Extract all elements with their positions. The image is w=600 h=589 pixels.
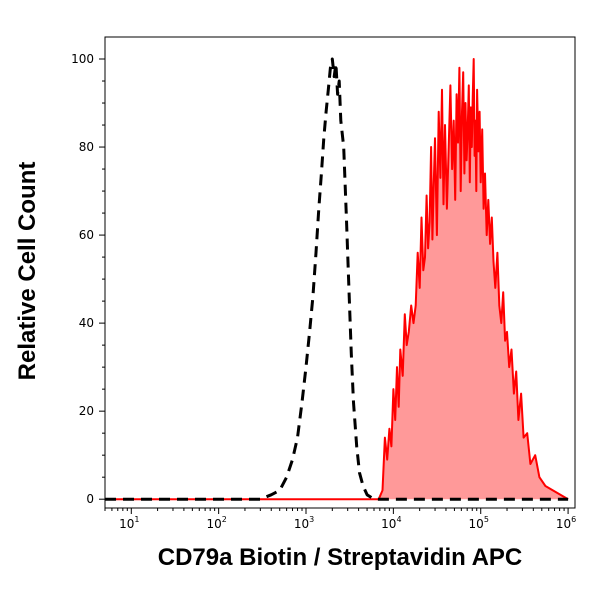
x-tick-label: 105 bbox=[469, 515, 489, 531]
plot-frame bbox=[104, 36, 576, 509]
y-tick-label: 40 bbox=[79, 316, 94, 330]
x-axis-label: CD79a Biotin / Streptavidin APC bbox=[157, 544, 523, 571]
y-tick-label: 60 bbox=[79, 228, 94, 242]
y-tick-label: 20 bbox=[79, 404, 94, 418]
y-tick-label: 80 bbox=[79, 140, 94, 154]
y-tick-label: 100 bbox=[71, 52, 94, 66]
x-tick-label: 106 bbox=[556, 515, 576, 531]
x-tick-exponent: 6 bbox=[571, 515, 576, 524]
x-tick-exponent: 3 bbox=[309, 515, 314, 524]
y-axis-label: Relative Cell Count bbox=[14, 161, 41, 381]
x-tick-label: 102 bbox=[206, 515, 226, 531]
x-tick-label: 104 bbox=[381, 515, 401, 531]
x-tick-label: 103 bbox=[294, 515, 314, 531]
x-tick-exponent: 4 bbox=[396, 515, 401, 524]
x-tick-label: 101 bbox=[119, 515, 139, 531]
x-tick-exponent: 5 bbox=[484, 515, 489, 524]
x-tick-exponent: 1 bbox=[134, 515, 139, 524]
y-tick-label: 0 bbox=[86, 492, 94, 506]
x-tick-exponent: 2 bbox=[222, 515, 227, 524]
series-line-isotype-control bbox=[105, 57, 569, 501]
series-line-cd79a-biotin-streptavidin-apc bbox=[105, 58, 569, 501]
